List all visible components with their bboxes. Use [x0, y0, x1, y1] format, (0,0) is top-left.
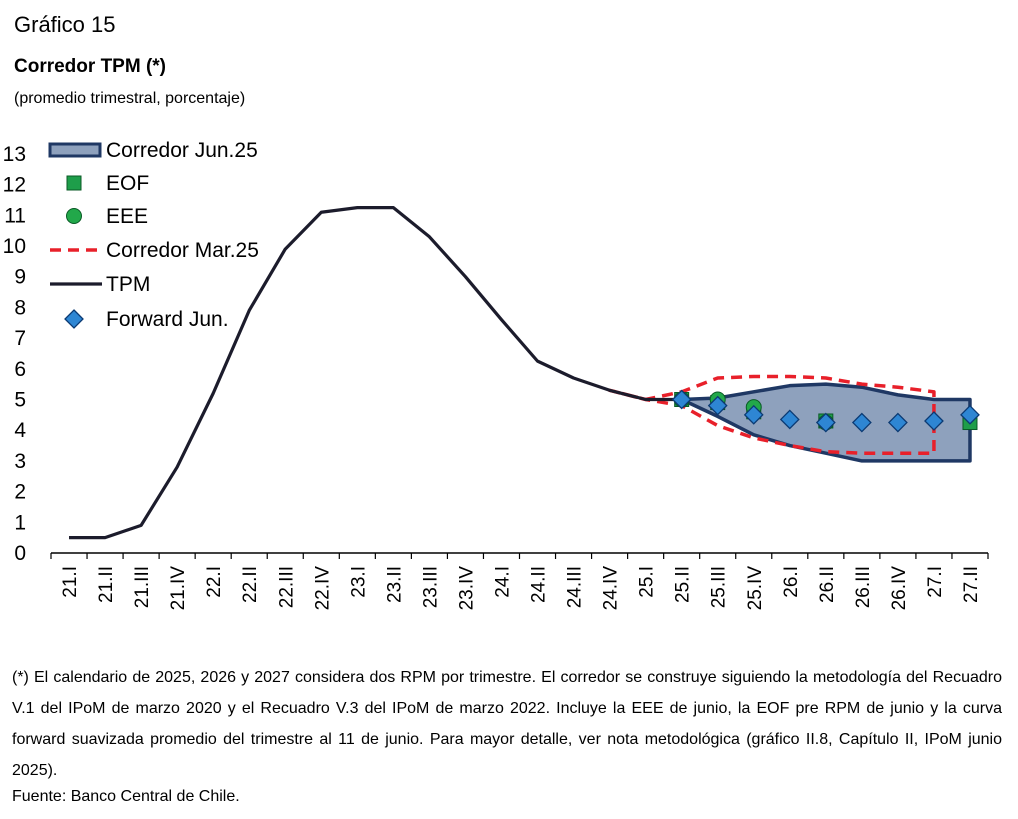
legend-label: Corredor Jun.25: [106, 139, 258, 162]
x-tick-label: 25.III: [709, 566, 730, 608]
y-tick-label: 6: [14, 358, 26, 381]
y-tick-label: 5: [14, 389, 26, 412]
x-tick-label: 25.II: [673, 566, 694, 603]
x-tick-label: 21.II: [96, 566, 117, 603]
x-axis-labels: 21.I 21.II 21.III 21.IV 22.I 22.II 22.III 22.IV…: [60, 566, 982, 611]
chart-subtitle: (promedio trimestral, porcentaje): [14, 90, 246, 107]
legend-swatch-eof: [66, 175, 82, 191]
x-tick-label: 27.I: [925, 566, 946, 598]
forward-point: [924, 411, 944, 431]
x-tick-label: 26.III: [853, 566, 874, 608]
forward-point: [887, 412, 908, 433]
x-tick-label: 22.IV: [312, 566, 333, 611]
y-tick-label: 4: [14, 419, 26, 442]
x-tick-label: 23.II: [384, 566, 405, 603]
x-tick-label: 22.II: [240, 566, 261, 603]
x-tick-label: 24.II: [529, 566, 550, 603]
x-tick-label: 25.I: [637, 566, 658, 598]
y-tick-label: 10: [3, 235, 26, 258]
y-tick-label: 9: [14, 266, 26, 289]
y-tick-label: 13: [3, 143, 26, 166]
x-tick-label: 27.II: [961, 566, 982, 603]
figure-label: Gráfico 15: [14, 12, 116, 37]
forward-point: [779, 409, 800, 430]
y-tick-label: 0: [14, 542, 26, 565]
y-tick-label: 3: [14, 450, 26, 473]
y-tick-label: 1: [14, 511, 26, 534]
x-tick-label: 21.IV: [168, 566, 189, 611]
x-tick-label: 21.III: [132, 566, 153, 608]
x-tick-label: 23.I: [348, 566, 369, 598]
legend-swatch-forward: [64, 309, 84, 329]
y-tick-label: 12: [3, 174, 26, 197]
y-tick-label: 8: [14, 296, 26, 319]
y-tick-label: 2: [14, 481, 26, 504]
forward-point: [743, 404, 764, 425]
x-tick-label: 24.I: [492, 566, 513, 598]
y-tick-label: 11: [4, 204, 26, 227]
x-tick-label: 24.III: [565, 566, 586, 608]
legend-label: TPM: [106, 273, 150, 296]
x-tick-label: 26.IV: [889, 566, 910, 611]
tpm-series-line: [69, 206, 682, 540]
tpm-line: [69, 206, 682, 540]
x-tick-label: 24.IV: [601, 566, 622, 611]
legend-label: EOF: [106, 172, 149, 195]
legend-label: Forward Jun.: [106, 308, 229, 331]
source-note: Fuente: Banco Central de Chile.: [12, 788, 240, 805]
data-markers: [671, 389, 980, 433]
forward-point: [815, 412, 836, 433]
forward-point: [671, 389, 692, 410]
legend-swatch-corredor-jun: [48, 142, 102, 158]
legend-label: Corredor Mar.25: [106, 239, 259, 262]
forward-point: [960, 404, 980, 425]
footnote: (*) El calendario de 2025, 2026 y 2027 c…: [12, 669, 1002, 779]
x-tick-label: 22.III: [276, 566, 297, 608]
chart-title: Corredor TPM (*): [14, 56, 166, 77]
y-tick-label: 7: [14, 327, 26, 350]
x-tick-label: 26.II: [817, 566, 838, 603]
legend-swatch-eee: [66, 208, 82, 224]
legend-label: EEE: [106, 205, 148, 228]
x-tick-label: 25.IV: [745, 566, 766, 611]
x-axis: [50, 552, 989, 559]
x-tick-label: 21.I: [60, 566, 81, 598]
forward-point: [851, 412, 872, 433]
legend: Corredor Jun.25 EOF EEE Corredor Mar.25 TPM F…: [48, 139, 259, 331]
x-tick-label: 23.III: [420, 566, 441, 608]
x-tick-label: 26.I: [781, 566, 802, 598]
x-tick-label: 23.IV: [456, 566, 477, 611]
forward-point: [707, 395, 728, 416]
x-tick-label: 22.I: [204, 566, 225, 598]
